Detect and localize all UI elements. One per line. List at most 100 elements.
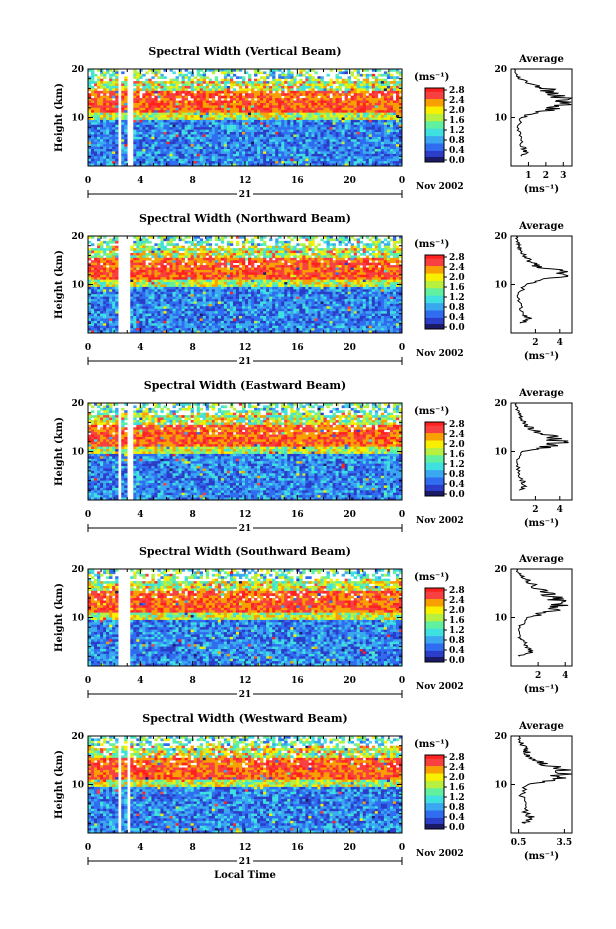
heatmap-cell xyxy=(269,132,273,135)
heatmap-cell xyxy=(395,71,400,75)
heatmap-cell xyxy=(320,107,324,111)
heatmap-cell xyxy=(133,76,137,79)
heatmap-cell xyxy=(166,149,170,152)
heatmap-cell xyxy=(362,83,367,87)
heatmap-cell xyxy=(338,153,342,157)
heatmap-cell xyxy=(139,115,143,118)
heatmap-cell xyxy=(94,122,98,126)
heatmap-cell xyxy=(223,141,228,145)
heatmap-cell xyxy=(380,255,385,259)
heatmap-cell xyxy=(398,255,403,259)
heatmap-cell xyxy=(332,110,336,113)
heatmap-cell xyxy=(356,112,361,116)
heatmap-cell xyxy=(94,267,98,271)
heatmap-cell xyxy=(229,132,234,135)
heatmap-cell xyxy=(157,262,161,266)
heatmap-cell xyxy=(251,163,255,167)
heatmap-cell xyxy=(106,156,110,160)
heatmap-cell xyxy=(260,141,264,145)
heatmap-cell xyxy=(383,95,388,99)
heatmap-cell xyxy=(136,71,140,75)
heatmap-cell xyxy=(362,100,367,104)
heatmap-cell xyxy=(281,93,285,96)
heatmap-cell xyxy=(94,132,98,135)
heatmap-cell xyxy=(260,93,264,96)
heatmap-cell xyxy=(112,161,116,164)
heatmap-cell xyxy=(248,144,252,147)
heatmap-cell xyxy=(284,124,288,128)
heatmap-cell xyxy=(311,98,315,101)
heatmap-cell xyxy=(353,117,358,121)
heatmap-cell xyxy=(184,136,188,140)
heatmap-cell xyxy=(272,78,276,82)
heatmap-cell xyxy=(154,105,158,109)
heatmap-cell xyxy=(311,144,315,147)
heatmap-cell xyxy=(389,73,394,77)
heatmap-cell xyxy=(154,139,158,143)
heatmap-cell xyxy=(344,93,348,96)
heatmap-cell xyxy=(299,158,303,162)
heatmap-cell xyxy=(208,236,213,239)
heatmap-cell xyxy=(371,134,376,138)
heatmap-cell xyxy=(386,83,391,87)
heatmap-cell xyxy=(377,139,382,143)
heatmap-cell xyxy=(281,149,285,152)
heatmap-cell xyxy=(269,90,273,94)
heatmap-cell xyxy=(260,163,264,167)
heatmap-cell xyxy=(392,255,397,259)
heatmap-cell xyxy=(163,115,167,118)
heatmap-cell xyxy=(220,134,225,138)
heatmap-cell xyxy=(329,136,333,140)
heatmap-cell xyxy=(272,93,276,96)
heatmap-cell xyxy=(142,265,146,268)
heatmap-cell xyxy=(241,243,246,246)
heatmap-cell xyxy=(338,149,342,152)
heatmap-cell xyxy=(91,267,95,271)
heatmap-cell xyxy=(266,73,270,77)
heatmap-cell xyxy=(293,115,297,118)
heatmap-cell xyxy=(281,110,285,113)
heatmap-cell xyxy=(254,93,258,96)
heatmap-cell xyxy=(223,122,228,126)
heatmap-cell xyxy=(353,139,358,143)
heatmap-cell xyxy=(350,132,354,135)
heatmap-cell xyxy=(362,85,367,89)
heatmap-cell xyxy=(332,88,336,92)
heatmap-cell xyxy=(311,156,315,160)
heatmap-cell xyxy=(332,119,336,123)
heatmap-cell xyxy=(151,158,155,162)
heatmap-cell xyxy=(308,141,312,145)
heatmap-cell xyxy=(323,90,327,94)
heatmap-cell xyxy=(91,153,95,157)
heatmap-cell xyxy=(284,136,288,140)
heatmap-cell xyxy=(205,238,210,242)
heatmap-cell xyxy=(374,161,379,164)
heatmap-cell xyxy=(377,78,382,82)
heatmap-cell xyxy=(91,129,95,133)
heatmap-cell xyxy=(257,83,261,87)
heatmap-cell xyxy=(229,262,234,266)
heatmap-cell xyxy=(181,245,185,249)
heatmap-cell xyxy=(166,102,170,106)
heatmap-cell xyxy=(94,139,98,143)
heatmap-cell xyxy=(383,153,388,157)
heatmap-cell xyxy=(184,163,188,167)
heatmap-cell xyxy=(344,107,348,111)
heatmap-cell xyxy=(229,112,234,116)
heatmap-cell xyxy=(368,107,373,111)
heatmap-cell xyxy=(248,122,252,126)
heatmap-cell xyxy=(178,110,182,113)
heatmap-cell xyxy=(359,151,364,155)
heatmap-cell xyxy=(305,158,309,162)
heatmap-cell xyxy=(235,156,240,160)
heatmap-cell xyxy=(362,93,367,96)
colorbar-segment xyxy=(425,147,444,150)
heatmap-cell xyxy=(371,236,376,239)
colorbar-segment xyxy=(425,115,444,118)
heatmap-cell xyxy=(254,158,258,162)
heatmap-cell xyxy=(323,250,327,254)
heatmap-cell xyxy=(347,250,351,254)
colorbar-segment xyxy=(425,99,444,102)
heatmap-cell xyxy=(326,90,330,94)
heatmap-cell xyxy=(281,255,285,259)
